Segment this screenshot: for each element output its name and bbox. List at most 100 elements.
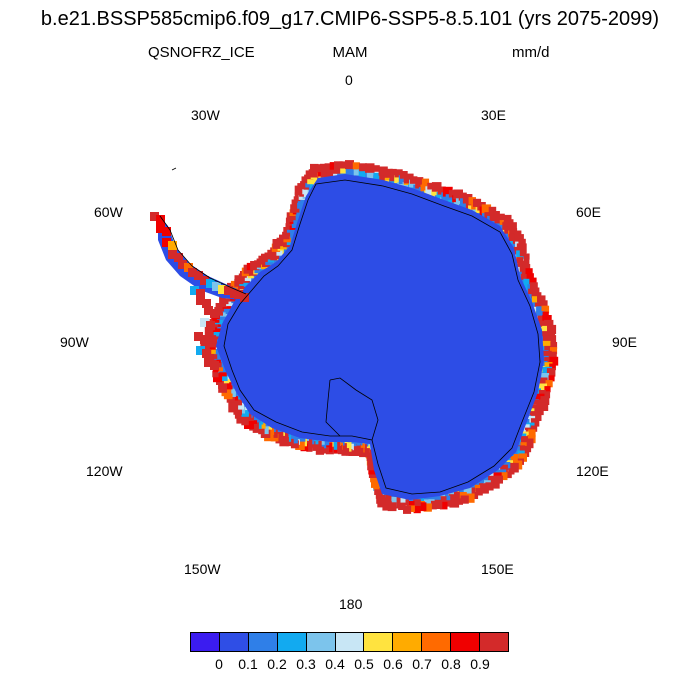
coastal-cell — [219, 294, 229, 305]
coastal-cell — [544, 357, 551, 364]
coastal-cell — [218, 371, 228, 381]
peninsula-cell — [150, 212, 159, 221]
coastal-cell — [217, 365, 223, 372]
coastal-cell — [455, 198, 464, 206]
coastal-cell — [340, 165, 348, 174]
coastal-cell — [236, 415, 245, 424]
colorbar-tick-label: 0.9 — [470, 656, 490, 672]
variable-label: QSNOFRZ_ICE — [148, 44, 255, 61]
coastal-cell — [366, 171, 374, 179]
coastal-cell — [376, 494, 386, 504]
peninsula-cell — [168, 241, 177, 250]
coastal-cell — [398, 175, 408, 184]
colorbar-tick-label: 0.2 — [267, 656, 287, 672]
coastal-cell — [548, 375, 555, 382]
coastal-cell — [542, 331, 550, 339]
coastal-cell — [518, 453, 527, 462]
coastal-cell — [502, 222, 511, 231]
coastal-cell — [526, 422, 535, 431]
coastal-cell — [520, 424, 530, 434]
coastal-cell — [378, 166, 388, 176]
coastal-cell — [403, 173, 414, 184]
coastal-cell — [516, 257, 523, 264]
coastal-cell — [499, 472, 508, 481]
coastal-cell — [345, 449, 353, 456]
coastal-cell — [456, 498, 463, 505]
colorbar-swatch — [479, 633, 508, 651]
coastal-cell — [214, 349, 225, 360]
coastal-cell — [475, 488, 483, 496]
lon-label-90e: 90E — [612, 334, 637, 350]
coastal-cell — [508, 468, 515, 475]
coastal-cell — [504, 226, 512, 235]
coastal-cell — [465, 201, 473, 209]
peninsula-cell — [156, 215, 165, 224]
coastal-cell — [421, 178, 430, 186]
lon-label-150w: 150W — [184, 561, 221, 577]
coastal-cell — [539, 320, 548, 330]
units-label: mm/d — [512, 44, 550, 61]
coastal-cell — [279, 436, 289, 447]
coastline — [223, 179, 541, 495]
coastal-cell — [219, 368, 227, 377]
lon-label-120e: 120E — [576, 463, 609, 479]
coastal-cell — [449, 497, 460, 508]
coastal-cell — [527, 429, 536, 438]
coastal-cell — [276, 247, 285, 256]
coastal-cell — [238, 273, 248, 283]
coastal-cell — [398, 502, 406, 510]
lon-label-120w: 120W — [86, 463, 123, 479]
coastal-cell — [549, 331, 556, 338]
coastal-cell — [538, 361, 548, 370]
coastal-cell — [516, 271, 525, 280]
coastal-cell — [241, 417, 249, 426]
coastal-cell — [389, 178, 397, 187]
colorbar-swatch — [421, 633, 451, 651]
colorbar — [190, 632, 509, 652]
coastal-cell — [286, 438, 294, 447]
coastal-cell — [514, 266, 524, 276]
coastal-cell — [310, 436, 319, 445]
coastal-cell — [537, 295, 546, 304]
coastal-cell — [549, 356, 559, 366]
coastal-cell — [348, 447, 357, 456]
peninsula-cell — [178, 260, 187, 269]
colorbar-tick-label: 0.7 — [412, 656, 432, 672]
coastal-cell — [518, 238, 526, 247]
coastal-cell — [371, 479, 379, 488]
coastal-cell — [420, 184, 428, 192]
peninsula-cell — [206, 321, 215, 330]
coastal-cell — [285, 223, 293, 230]
coastal-cell — [339, 161, 347, 169]
coastal-cell — [326, 168, 335, 177]
coastal-cell — [508, 222, 517, 231]
coastal-cell — [542, 325, 550, 334]
coastal-cell — [402, 182, 412, 192]
coastal-cell — [542, 315, 552, 325]
colorbar-swatch — [392, 633, 422, 651]
peninsula-cell — [156, 224, 165, 233]
coastal-cell — [533, 413, 542, 421]
coastal-cell — [534, 393, 545, 404]
coastal-cell — [541, 373, 550, 381]
coastal-cell — [530, 404, 540, 415]
coastal-cell — [315, 164, 324, 173]
coastal-cell — [525, 268, 533, 276]
coastal-cell — [477, 202, 486, 211]
coastal-cell — [542, 311, 549, 318]
coastal-cell — [352, 162, 360, 170]
coastal-cell — [234, 412, 242, 419]
coastal-cell — [481, 204, 492, 214]
coastal-cell — [373, 165, 380, 172]
coastal-cell — [209, 347, 216, 354]
peninsula-cell — [200, 335, 209, 344]
coastal-cell — [523, 438, 534, 449]
coastal-cell — [550, 347, 558, 355]
coastal-cell — [433, 499, 443, 509]
peninsula-cell — [194, 332, 203, 341]
coastal-cell — [411, 499, 421, 509]
coastal-cell — [431, 190, 438, 197]
coastal-cell — [532, 296, 542, 306]
coastal-cell — [538, 390, 546, 397]
coastal-cell — [425, 186, 434, 194]
